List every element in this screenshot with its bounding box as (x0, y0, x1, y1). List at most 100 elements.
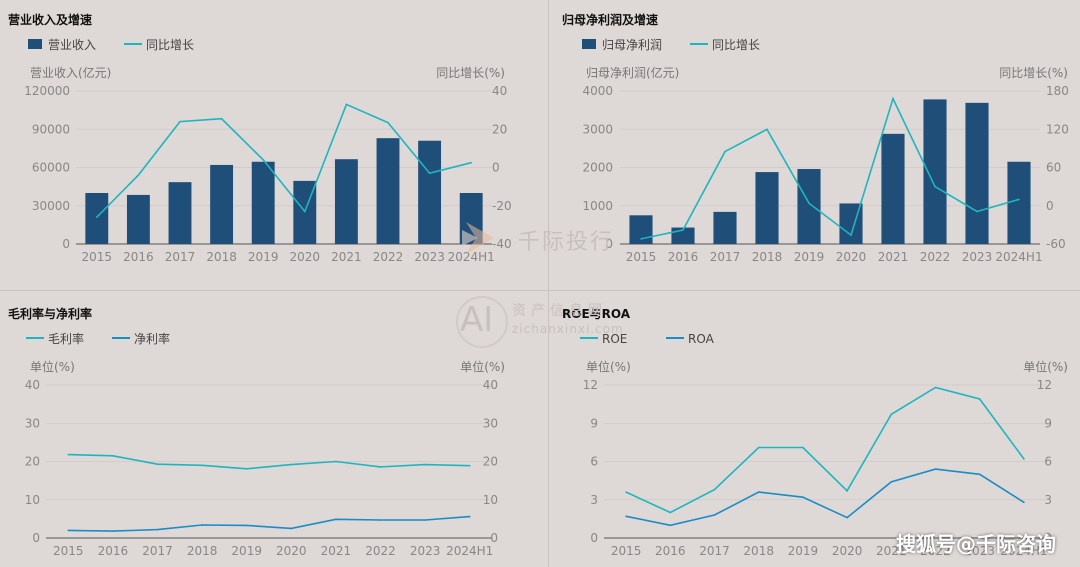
legend-swatch-bar (582, 39, 596, 49)
line-point (669, 511, 672, 514)
x-tick-label: 2024H1 (1000, 544, 1047, 558)
line-point (424, 519, 426, 521)
line-point (625, 491, 627, 493)
line-point (112, 454, 114, 457)
line-point (428, 172, 431, 175)
line-point (978, 473, 981, 476)
chart-title: ROE与ROA (562, 307, 631, 321)
line-point (757, 491, 760, 493)
bar-mark (251, 161, 275, 244)
line-point (978, 398, 981, 400)
line-point (846, 516, 848, 519)
y-tick-label: 0 (605, 237, 613, 251)
line-point (713, 514, 716, 516)
line-point (802, 446, 804, 449)
y2-axis-title: 单位(%) (460, 359, 505, 374)
y2-tick-label: 6 (1044, 455, 1052, 469)
x-tick-label: 2019 (248, 250, 279, 264)
y-axis-title: 单位(%) (586, 359, 631, 374)
bar-mark (629, 215, 653, 244)
bar-mark (797, 169, 821, 244)
x-tick-label: 2018 (206, 250, 237, 264)
x-tick-label: 2015 (611, 544, 642, 558)
line-point (387, 121, 389, 124)
line-point (934, 468, 937, 470)
x-tick-label: 2015 (626, 250, 657, 264)
line-point (245, 467, 248, 470)
bar-mark (85, 193, 109, 244)
y-tick-label: 3000 (582, 122, 613, 136)
x-tick-label: 2015 (82, 250, 113, 264)
legend-label: 归母净利润 (602, 38, 662, 52)
y-tick-label: 4000 (582, 84, 613, 98)
line-point (1023, 501, 1025, 504)
legend-label: 营业收入 (48, 38, 96, 52)
x-tick-label: 2016 (668, 250, 699, 264)
y-tick-label: 6 (590, 455, 598, 469)
line-point (201, 524, 203, 526)
line-point (850, 234, 852, 236)
line-point (156, 463, 159, 465)
line-point (201, 464, 203, 467)
x-tick-label: 2022 (920, 250, 951, 264)
x-tick-label: 2024H1 (448, 250, 495, 264)
x-tick-label: 2023 (962, 250, 993, 264)
x-tick-label: 2020 (832, 544, 863, 558)
y-tick-label: 90000 (32, 122, 70, 136)
legend-swatch-bar (28, 39, 42, 49)
y2-tick-label: 40 (492, 84, 507, 98)
ai-logo-circle (456, 296, 508, 348)
x-tick-label: 2018 (187, 544, 218, 558)
x-tick-label: 2022 (373, 250, 404, 264)
y2-tick-label: -60 (1046, 237, 1066, 251)
x-tick-label: 2019 (231, 544, 262, 558)
y-tick-label: 0 (62, 237, 70, 251)
line-point (335, 460, 337, 463)
legend-label: 同比增长 (712, 38, 760, 52)
x-tick-label: 2021 (878, 250, 909, 264)
bar-mark (881, 133, 905, 244)
x-tick-label: 2021 (321, 544, 352, 558)
source-watermark: 搜狐号@千际咨询 (896, 532, 1056, 556)
line-point (470, 161, 473, 164)
y-tick-label: 40 (25, 378, 40, 392)
y-axis-title: 单位(%) (30, 359, 75, 374)
y2-tick-label: -20 (492, 199, 512, 213)
line-point (640, 238, 642, 240)
y2-axis-title: 同比增长(%) (999, 66, 1068, 80)
y2-tick-label: 3 (1044, 493, 1052, 507)
y-tick-label: 20 (25, 455, 40, 469)
legend-label: 毛利率 (48, 331, 84, 346)
line-point (682, 229, 684, 231)
line-point (757, 446, 760, 449)
y-tick-label: 3 (590, 493, 598, 507)
x-tick-label: 2019 (794, 250, 825, 264)
bar-mark (965, 102, 989, 244)
line-point (137, 174, 140, 176)
line-point (724, 150, 726, 153)
line-point (625, 515, 627, 518)
line-point (290, 527, 293, 530)
bar-mark (923, 99, 947, 244)
line-point (245, 524, 248, 527)
y-tick-label: 0 (590, 531, 598, 545)
y2-tick-label: 0 (490, 531, 498, 545)
y2-tick-label: 0 (1046, 199, 1054, 213)
y2-tick-label: 0 (1044, 531, 1052, 545)
vertical-divider (548, 0, 549, 567)
line-point (262, 159, 265, 161)
y2-axis-title: 单位(%) (1023, 359, 1068, 374)
legend-label: 同比增长 (146, 38, 194, 52)
line-point (290, 463, 293, 466)
line-point (669, 524, 672, 527)
y-tick-label: 60000 (32, 161, 70, 175)
x-tick-label: 2022 (365, 544, 396, 558)
y-tick-label: 30 (25, 416, 40, 430)
y-tick-label: 0 (32, 531, 40, 545)
bar-mark (839, 203, 863, 244)
y-tick-label: 9 (590, 416, 598, 430)
y2-axis-title: 同比增长(%) (436, 66, 505, 80)
